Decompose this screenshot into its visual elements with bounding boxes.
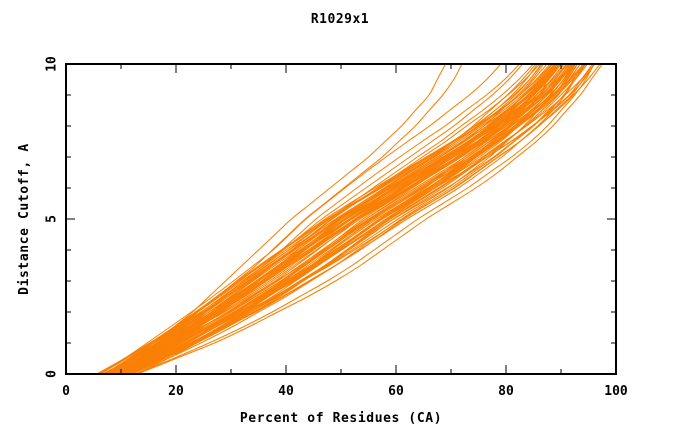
data-curve: [97, 63, 541, 375]
y-tick-label: 0: [45, 370, 60, 378]
x-tick-label: 80: [498, 384, 514, 399]
axes-frame-layer: [65, 63, 617, 375]
data-curve: [121, 63, 601, 375]
data-curve: [106, 63, 542, 375]
x-axis-title: Percent of Residues (CA): [240, 411, 442, 426]
y-tick-label: 5: [45, 215, 60, 223]
data-curve: [112, 63, 562, 375]
x-tick-label: 20: [168, 384, 184, 399]
data-curve: [112, 63, 562, 375]
data-curve: [109, 63, 571, 375]
data-curve: [108, 63, 545, 375]
data-curve: [103, 63, 524, 375]
data-curve: [103, 63, 554, 375]
axis-labels-layer: 0 20 40 60 80 100 0 5 10 Percent of Residues (CA)…: [17, 56, 628, 426]
data-curve: [109, 63, 463, 375]
page-title: R1029x1: [310, 12, 370, 27]
y-axis-title: Distance Cutoff, A: [17, 143, 32, 295]
data-curve: [131, 63, 587, 375]
data-curve: [107, 63, 556, 375]
x-tick-label: 0: [62, 384, 70, 399]
data-curve: [125, 63, 595, 375]
data-curve: [128, 63, 557, 375]
data-curve: [117, 63, 572, 375]
x-tick-label: 40: [278, 384, 294, 399]
data-curve: [136, 63, 603, 375]
data-curves-layer: [96, 63, 603, 375]
data-curve: [118, 63, 589, 375]
x-tick-label: 60: [388, 384, 404, 399]
data-curve: [98, 63, 502, 375]
data-curve: [109, 63, 562, 375]
data-curve: [106, 63, 447, 375]
data-curve: [134, 63, 595, 375]
y-tick-label: 10: [45, 56, 60, 72]
data-curve: [114, 63, 565, 375]
data-curve: [96, 63, 534, 375]
data-curve: [120, 63, 579, 375]
x-tick-label: 100: [604, 384, 628, 399]
data-curve: [99, 63, 521, 375]
data-curve: [135, 63, 584, 375]
